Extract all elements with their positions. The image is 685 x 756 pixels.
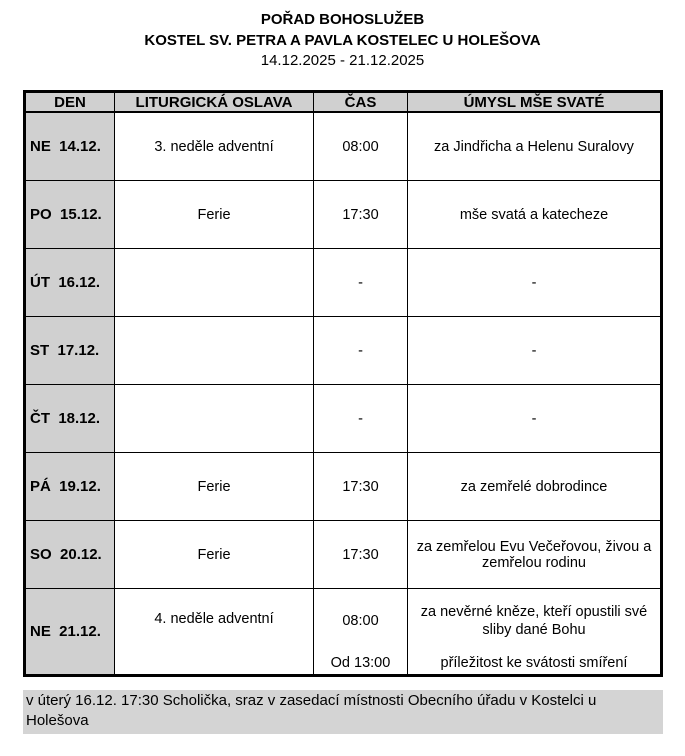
time-text-2: Od 13:00 — [330, 655, 391, 671]
intention-cell: - — [407, 316, 662, 385]
column-header-celebration: LITURGICKÁ OSLAVA — [114, 91, 314, 113]
table-row: NE 14.12. 3. neděle adventní 08:00 za Ji… — [24, 111, 662, 181]
celebration-cell: 3. neděle adventní — [114, 111, 314, 181]
time-text: 08:00 — [342, 613, 379, 629]
announcement-note: v úterý 16.12. 17:30 Scholička, sraz v z… — [23, 690, 663, 734]
intention-cell: - — [407, 384, 662, 453]
intention-cell: za Jindřicha a Helenu Suralovy — [407, 111, 662, 181]
column-header-intention: ÚMYSL MŠE SVATÉ — [407, 91, 662, 113]
intention-cell: za zemřelé dobrodince — [407, 452, 662, 521]
church-name: KOSTEL SV. PETRA A PAVLA KOSTELEC U HOLE… — [144, 32, 541, 49]
celebration-cell: Ferie — [114, 452, 314, 521]
intention-cell: za nevěrné kněze, kteří opustili své sli… — [407, 588, 662, 676]
day-cell: ČT 18.12. — [24, 384, 115, 453]
time-cell: - — [313, 316, 408, 385]
time-cell: 08:00 Od 13:00 — [313, 588, 408, 676]
time-cell: - — [313, 384, 408, 453]
table-row: PÁ 19.12. Ferie 17:30 za zemřelé dobrodi… — [24, 452, 662, 521]
table-header: DEN LITURGICKÁ OSLAVA ČAS ÚMYSL MŠE SVAT… — [24, 91, 662, 113]
day-cell: PÁ 19.12. — [24, 452, 115, 521]
day-cell: NE 21.12. — [24, 588, 115, 676]
table-row: NE 21.12. 4. neděle adventní 08:00 Od 13… — [24, 588, 662, 676]
table-row: ČT 18.12. - - — [24, 384, 662, 453]
time-cell: 08:00 — [313, 111, 408, 181]
celebration-cell — [114, 316, 314, 385]
time-cell: 17:30 — [313, 452, 408, 521]
time-cell: - — [313, 248, 408, 317]
celebration-cell: 4. neděle adventní — [114, 588, 314, 676]
day-cell: ST 17.12. — [24, 316, 115, 385]
table-row: ST 17.12. - - — [24, 316, 662, 385]
time-cell: 17:30 — [313, 180, 408, 249]
table-row: ÚT 16.12. - - — [24, 248, 662, 317]
date-range: 14.12.2025 - 21.12.2025 — [260, 52, 425, 69]
schedule-table: DEN LITURGICKÁ OSLAVA ČAS ÚMYSL MŠE SVAT… — [23, 90, 663, 677]
table-row: PO 15.12. Ferie 17:30 mše svatá a katech… — [24, 180, 662, 249]
intention-cell: mše svatá a katecheze — [407, 180, 662, 249]
celebration-text: 4. neděle adventní — [154, 611, 274, 627]
time-cell: 17:30 — [313, 520, 408, 589]
day-cell: ÚT 16.12. — [24, 248, 115, 317]
intention-cell: - — [407, 248, 662, 317]
page-title: POŘAD BOHOSLUŽEB — [260, 11, 425, 28]
intention-cell: za zemřelou Evu Večeřovou, živou a zemře… — [407, 520, 662, 589]
column-header-time: ČAS — [313, 91, 408, 113]
table-row: SO 20.12. Ferie 17:30 za zemřelou Evu Ve… — [24, 520, 662, 589]
celebration-cell: Ferie — [114, 520, 314, 589]
celebration-cell — [114, 384, 314, 453]
day-cell: NE 14.12. — [24, 111, 115, 181]
intention-text-2: příležitost ke svátosti smíření — [440, 655, 628, 671]
day-cell: SO 20.12. — [24, 520, 115, 589]
celebration-cell: Ferie — [114, 180, 314, 249]
day-cell: PO 15.12. — [24, 180, 115, 249]
intention-text: za nevěrné kněze, kteří opustili své sli… — [420, 604, 648, 638]
column-header-day: DEN — [24, 91, 115, 113]
celebration-cell — [114, 248, 314, 317]
